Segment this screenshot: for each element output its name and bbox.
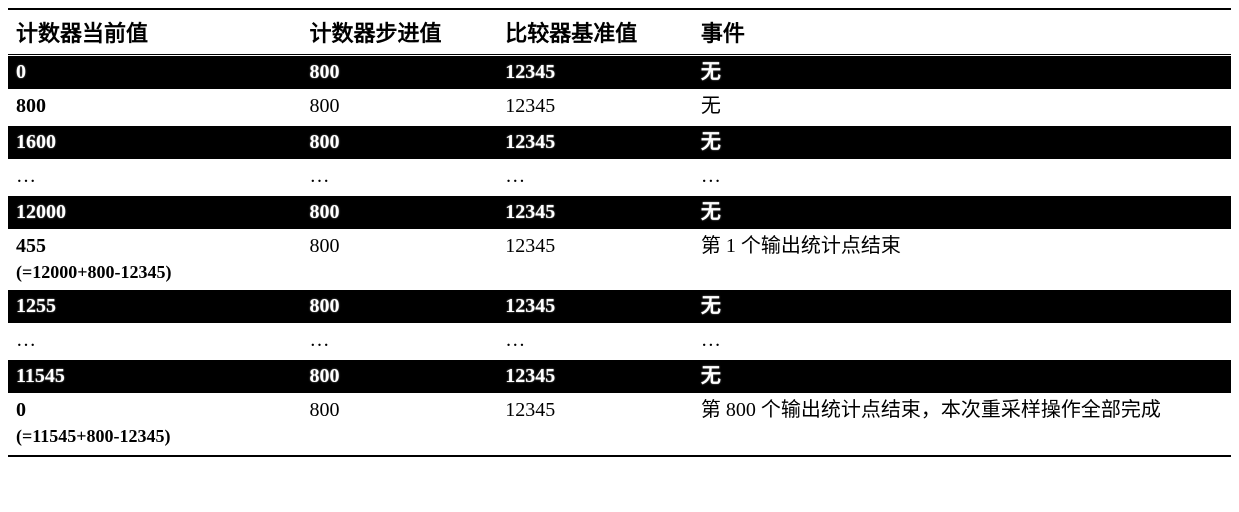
table-row: … … … … xyxy=(8,159,1231,197)
table-row: 11545 800 12345 无 xyxy=(8,361,1231,393)
cell-counter-value: 800 xyxy=(8,89,302,127)
counter-table: 计数器当前值 计数器步进值 比较器基准值 事件 0 800 12345 无 80… xyxy=(8,8,1231,457)
header-col4: 事件 xyxy=(693,9,1231,56)
cell-step-value: 800 xyxy=(302,291,498,323)
cell-event: … xyxy=(693,159,1231,197)
cell-compare-value: 12345 xyxy=(497,229,693,291)
cell-counter-value: 11545 xyxy=(8,361,302,393)
cell-event: 第 800 个输出统计点结束，本次重采样操作全部完成 xyxy=(693,393,1231,456)
cell-compare-value: 12345 xyxy=(497,89,693,127)
cell-counter-value: 0 (=11545+800-12345) xyxy=(8,393,302,456)
cell-compare-value: 12345 xyxy=(497,291,693,323)
table-row: 455 (=12000+800-12345) 800 12345 第 1 个输出… xyxy=(8,229,1231,291)
cell-compare-value: 12345 xyxy=(497,197,693,229)
header-col3: 比较器基准值 xyxy=(497,9,693,56)
cell-main: 455 xyxy=(16,235,46,257)
cell-counter-value: … xyxy=(8,159,302,197)
table-row: 800 800 12345 无 xyxy=(8,89,1231,127)
cell-compare-value: 12345 xyxy=(497,56,693,89)
cell-counter-value: 455 (=12000+800-12345) xyxy=(8,229,302,291)
cell-step-value: … xyxy=(302,159,498,197)
table-row: 0 800 12345 无 xyxy=(8,56,1231,89)
cell-event: 第 1 个输出统计点结束 xyxy=(693,229,1231,291)
cell-event: … xyxy=(693,323,1231,361)
cell-counter-value: 12000 xyxy=(8,197,302,229)
cell-step-value: 800 xyxy=(302,127,498,159)
table-row: 0 (=11545+800-12345) 800 12345 第 800 个输出… xyxy=(8,393,1231,456)
cell-compare-value: … xyxy=(497,159,693,197)
cell-step-value: 800 xyxy=(302,197,498,229)
cell-subformula: (=11545+800-12345) xyxy=(16,424,294,448)
header-col2: 计数器步进值 xyxy=(302,9,498,56)
cell-step-value: … xyxy=(302,323,498,361)
cell-counter-value: 1600 xyxy=(8,127,302,159)
cell-event: 无 xyxy=(693,127,1231,159)
cell-event: 无 xyxy=(693,361,1231,393)
cell-counter-value: 0 xyxy=(8,56,302,89)
cell-event: 无 xyxy=(693,89,1231,127)
header-row: 计数器当前值 计数器步进值 比较器基准值 事件 xyxy=(8,9,1231,56)
cell-compare-value: 12345 xyxy=(497,393,693,456)
table-row: 1255 800 12345 无 xyxy=(8,291,1231,323)
cell-counter-value: 1255 xyxy=(8,291,302,323)
table-row: 1600 800 12345 无 xyxy=(8,127,1231,159)
cell-event: 无 xyxy=(693,197,1231,229)
cell-compare-value: … xyxy=(497,323,693,361)
cell-subformula: (=12000+800-12345) xyxy=(16,260,294,284)
cell-step-value: 800 xyxy=(302,361,498,393)
cell-event: 无 xyxy=(693,291,1231,323)
cell-compare-value: 12345 xyxy=(497,361,693,393)
table-row: … … … … xyxy=(8,323,1231,361)
cell-step-value: 800 xyxy=(302,229,498,291)
cell-step-value: 800 xyxy=(302,393,498,456)
cell-event: 无 xyxy=(693,56,1231,89)
cell-step-value: 800 xyxy=(302,56,498,89)
header-col1: 计数器当前值 xyxy=(8,9,302,56)
cell-compare-value: 12345 xyxy=(497,127,693,159)
cell-main: 0 xyxy=(16,399,26,421)
cell-step-value: 800 xyxy=(302,89,498,127)
cell-counter-value: … xyxy=(8,323,302,361)
table-row: 12000 800 12345 无 xyxy=(8,197,1231,229)
